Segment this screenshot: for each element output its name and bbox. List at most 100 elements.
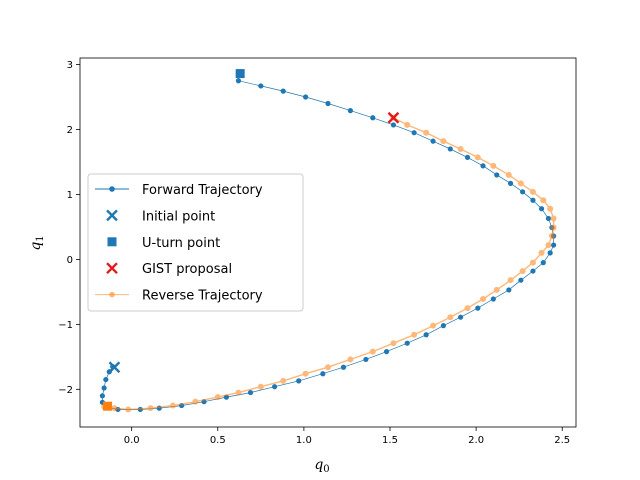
reverse-trajectory-point [235, 389, 242, 396]
forward-trajectory-point [464, 154, 471, 160]
forward-trajectory-point [490, 296, 496, 302]
forward-trajectory-point [247, 389, 254, 396]
reverse-trajectory-point [147, 405, 154, 412]
reverse-trajectory-point [423, 129, 430, 136]
reverse-trajectory-point [257, 383, 264, 390]
reverse-trajectory-point [480, 296, 486, 303]
reverse-trajectory-point [457, 145, 464, 152]
reverse-trajectory-point [550, 224, 557, 231]
reverse-trajectory-point [538, 249, 545, 256]
reverse-trajectory-point [302, 370, 309, 377]
gist-proposal-marker-stroke-b [387, 111, 400, 124]
reverse-trajectory-point [519, 268, 526, 275]
legend-entry-u-turn-point: U-turn point [107, 236, 220, 251]
reverse-trajectory-point [529, 188, 536, 195]
reverse-trajectory-point [507, 277, 514, 284]
reverse-trajectory-point [214, 394, 221, 401]
legend-box [87, 173, 304, 312]
forward-trajectory-point [363, 356, 369, 363]
x-tick-label: 0.5 [210, 435, 226, 446]
reverse-trajectory-point [404, 121, 411, 128]
plot-area [99, 69, 557, 413]
reverse-trajectory-point [170, 402, 176, 409]
forward-trajectory-point [423, 332, 429, 338]
reverse-trajectory-point [493, 286, 500, 293]
x-tick-label: 1.0 [296, 435, 312, 446]
reverse-trajectory-point [325, 364, 331, 371]
forward-trajectory-point [506, 287, 512, 293]
reverse-trajectory-point [430, 322, 437, 329]
forward-trajectory-point [447, 146, 453, 152]
initial-point-marker-stroke-b [108, 361, 121, 374]
x-axis-label: q0 [314, 457, 329, 475]
legend-x-swatch-stroke-b [106, 262, 118, 275]
forward-trajectory-point [540, 260, 546, 266]
legend-label: Forward Trajectory [142, 183, 263, 198]
reverse-trajectory-point [440, 138, 447, 145]
legend-entry-forward-trajectory: Forward Trajectory [95, 183, 263, 198]
x-tick-label: 1.5 [382, 435, 398, 446]
reverse-trajectory-point [490, 162, 497, 169]
gist-proposal-marker [387, 111, 400, 124]
forward-trajectory-point [340, 364, 347, 370]
reverse-trajectory-point [540, 197, 547, 204]
axes-frame [79, 57, 577, 428]
forward-trajectory-point [507, 180, 514, 186]
legend-label: Reverse Trajectory [142, 289, 263, 304]
forward-trajectory-point [347, 108, 353, 114]
forward-trajectory-point [530, 268, 536, 274]
forward-trajectory-point [551, 242, 557, 248]
forward-trajectory-point [411, 130, 417, 136]
forward-trajectory-point [325, 100, 331, 107]
y-tick-label: −1 [58, 320, 73, 331]
legend-square-swatch [107, 237, 117, 247]
y-tick-label: −2 [58, 385, 73, 396]
reverse-trajectory-point [411, 331, 418, 338]
x-tick-label: 2.5 [554, 435, 570, 446]
legend: Forward Trajectory Initial point U-turn po… [87, 173, 304, 312]
forward-trajectory-point [494, 172, 500, 178]
forward-trajectory-point [480, 163, 486, 169]
forward-trajectory-point [272, 384, 278, 390]
legend-label: GIST proposal [142, 262, 232, 277]
legend-x-swatch-stroke-b [106, 209, 118, 222]
reverse-trajectory-point [125, 406, 132, 413]
reverse-trajectory-point [505, 171, 512, 178]
legend-x-swatch [106, 262, 118, 275]
forward-trajectory-point [518, 277, 524, 283]
reverse-trajectory-point [517, 180, 524, 187]
forward-trajectory-point [235, 78, 242, 84]
reverse-end-point-marker [103, 401, 113, 411]
legend-label: U-turn point [142, 236, 220, 251]
legend-dot-swatch [109, 291, 115, 298]
forward-trajectory-point [303, 94, 309, 100]
reverse-trajectory-point [280, 377, 287, 384]
reverse-trajectory-point [347, 356, 354, 363]
y-tick-label: 1 [67, 190, 73, 201]
legend-entry-gist-proposal: GIST proposal [106, 262, 232, 277]
forward-trajectory-point [404, 340, 410, 346]
reverse-trajectory-point [111, 405, 118, 412]
y-axis-label: q1 [28, 235, 46, 250]
reverse-trajectory-point [447, 314, 454, 321]
legend-dot-swatch [109, 186, 115, 192]
forward-trajectory-point [530, 197, 536, 203]
x-tick-label: 0.0 [124, 435, 140, 446]
x-axis-ticks: 0.0 0.5 1.0 1.5 2.0 2.5 [124, 427, 570, 446]
y-tick-label: 2 [67, 125, 73, 136]
forward-trajectory-point [538, 206, 545, 212]
x-tick-label: 2.0 [468, 435, 484, 446]
forward-trajectory-point [545, 215, 552, 222]
reverse-trajectory-series [101, 114, 557, 413]
forward-trajectory-point [370, 115, 376, 121]
legend-entry-reverse-trajectory: Reverse Trajectory [95, 289, 263, 304]
reverse-trajectory-point [550, 215, 557, 222]
reverse-trajectory-point [192, 398, 199, 405]
legend-label: Initial point [142, 209, 215, 224]
reverse-trajectory-point [474, 154, 481, 161]
forward-trajectory-point [520, 189, 526, 195]
reverse-trajectory-point [545, 242, 552, 249]
forward-trajectory-point [280, 88, 286, 94]
legend-x-swatch [106, 209, 118, 222]
